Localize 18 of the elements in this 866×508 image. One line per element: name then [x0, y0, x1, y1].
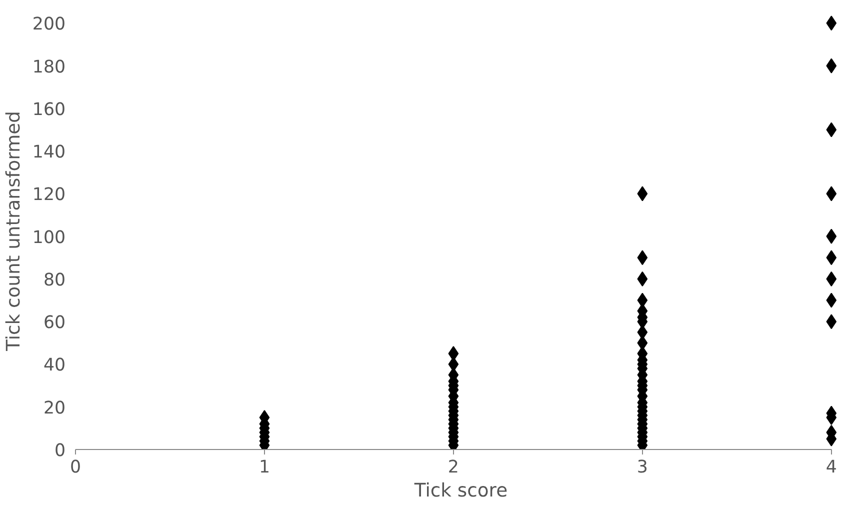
x-tick-label: 0 — [70, 458, 82, 478]
x-tick-label: 4 — [826, 458, 837, 478]
x-axis-title: Tick score — [413, 480, 508, 502]
y-tick-label: 160 — [32, 100, 66, 120]
y-tick-label: 0 — [54, 441, 66, 461]
y-tick-label: 120 — [32, 185, 66, 206]
y-tick-label: 80 — [43, 270, 66, 290]
y-tick-label: 60 — [43, 313, 66, 334]
y-axis-title: Tick count untransformed — [3, 110, 24, 352]
y-tick-label: 100 — [32, 228, 66, 248]
x-tick-label: 1 — [258, 458, 270, 478]
y-tick-label: 140 — [32, 142, 66, 163]
x-tick-label: 3 — [636, 458, 648, 478]
y-tick-label: 200 — [32, 14, 66, 35]
y-tick-label: 20 — [43, 398, 66, 418]
y-tick-label: 180 — [32, 57, 66, 78]
x-tick-label: 2 — [448, 458, 459, 478]
y-tick-label: 40 — [43, 356, 66, 376]
